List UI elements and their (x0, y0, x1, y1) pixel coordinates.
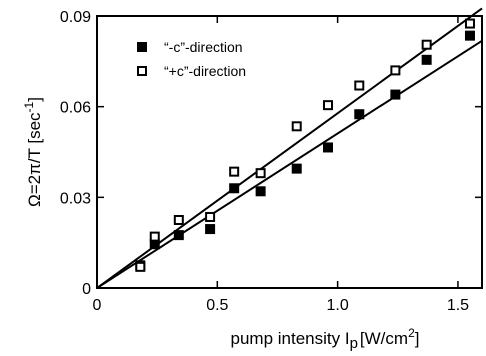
x-axis-label: pump intensity Ip [W/cm2] (231, 326, 420, 352)
data-point-open (229, 166, 240, 177)
data-point-filled (354, 109, 365, 120)
data-point-filled (464, 30, 475, 41)
legend-marker-open (137, 66, 147, 76)
x-tick-label: 1.5 (447, 297, 469, 314)
data-point-open (323, 100, 333, 111)
fit-lines (96, 7, 483, 289)
x-tick-label: 0 (93, 297, 102, 314)
data-point-filled (390, 89, 401, 100)
data-point-open (255, 168, 266, 179)
axis-ticks: 0 0.5 1.0 1.5 0 0.03 0.06 0.09 (60, 9, 482, 314)
x-axis-label-sup: 2 (408, 326, 415, 340)
data-point-filled (173, 230, 184, 241)
y-tick-label: 0.09 (60, 9, 91, 26)
data-point-filled (255, 186, 266, 197)
fit-line (96, 7, 483, 289)
y-tick-label: 0.03 (60, 190, 91, 207)
x-tick-label: 0.5 (206, 297, 228, 314)
data-point-filled (323, 142, 333, 153)
plot-frame (96, 15, 483, 289)
fit-line (96, 39, 483, 289)
data-point-open (390, 65, 401, 76)
data-point-open (205, 211, 216, 222)
data-point-open (149, 231, 160, 242)
data-point-open (291, 121, 302, 132)
x-axis-label-main: pump intensity I (231, 329, 350, 348)
legend-marker-filled (137, 42, 147, 52)
x-tick-label: 1.0 (327, 297, 349, 314)
y-axis-label: Ω=2π/T [sec-1] (22, 97, 44, 207)
y-axis-label-sup: -1 (22, 101, 36, 112)
data-point-open (173, 215, 184, 225)
data-point-filled (149, 239, 160, 250)
legend: “-c”-direction “+c”-direction (137, 39, 246, 79)
data-point-filled (229, 183, 240, 194)
x-axis-label-close: ] (415, 329, 420, 348)
x-axis-label-sub: p (350, 335, 358, 352)
data-point-open (135, 261, 146, 272)
y-tick-label: 0 (82, 281, 91, 298)
plot-area (96, 15, 483, 289)
data-point-filled (421, 54, 432, 65)
x-axis-label-units: [W/cm (360, 329, 408, 348)
data-point-open (464, 18, 475, 29)
y-tick-label: 0.06 (60, 100, 91, 117)
data-markers (135, 18, 475, 272)
data-point-filled (205, 224, 216, 235)
data-point-open (354, 80, 365, 91)
legend-label: “-c”-direction (164, 39, 243, 55)
data-point-open (421, 39, 432, 50)
data-point-filled (291, 163, 302, 174)
legend-label: “+c”-direction (164, 63, 246, 79)
y-axis-label-close: ] (25, 97, 44, 102)
y-axis-label-main: Ω=2π/T [sec (25, 112, 44, 207)
